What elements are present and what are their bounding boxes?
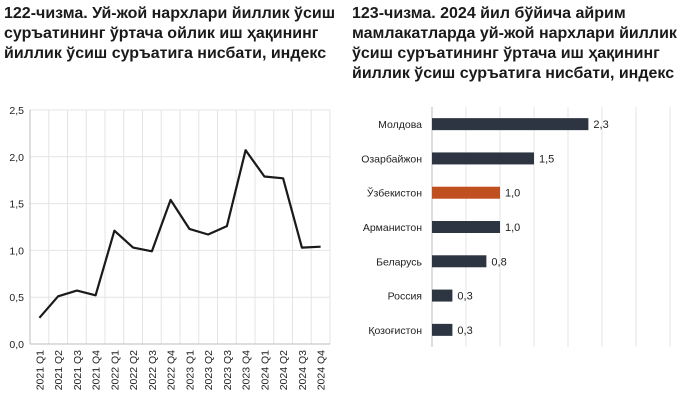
bar xyxy=(432,118,589,131)
data-label: 1,0 xyxy=(505,222,520,234)
x-tick-label: 2022 Q3 xyxy=(147,350,159,390)
category-label: Арманистон xyxy=(363,222,422,234)
x-tick-label: 2022 Q4 xyxy=(166,350,178,390)
x-tick-label: 2024 Q1 xyxy=(259,350,271,390)
y-tick-label: 1,5 xyxy=(9,199,24,211)
data-label: 0,3 xyxy=(457,291,472,303)
bar xyxy=(432,186,500,199)
x-tick-label: 2024 Q2 xyxy=(278,350,290,390)
y-tick-label: 0,5 xyxy=(9,292,24,304)
x-tick-label: 2023 Q3 xyxy=(222,350,234,390)
category-label: Молдова xyxy=(378,119,422,131)
x-tick-label: 2023 Q2 xyxy=(203,350,215,390)
x-tick-label: 2021 Q1 xyxy=(34,350,46,390)
x-tick-label: 2021 Q3 xyxy=(72,350,84,390)
data-label: 1,5 xyxy=(539,153,554,165)
x-tick-label: 2024 Q4 xyxy=(316,350,328,390)
x-tick-label: 2022 Q1 xyxy=(109,350,121,390)
y-tick-label: 1,0 xyxy=(9,245,24,257)
y-tick-label: 0,0 xyxy=(9,339,24,351)
bar xyxy=(432,289,453,302)
series-line xyxy=(38,149,321,319)
line-chart: 0,0 0,5 1,0 1,5 2,0 2,5 2021 Q1 2021 Q2 2021 Q3 2… xyxy=(9,105,331,390)
right-chart-title: 123-чизма. 2024 йил бўйича айрим мамлака… xyxy=(352,5,677,82)
data-label: 0,3 xyxy=(457,325,472,337)
x-tick-label: 2024 Q3 xyxy=(297,350,309,390)
bar xyxy=(432,255,487,268)
y-tick-label: 2,0 xyxy=(9,152,24,164)
bar xyxy=(432,323,453,336)
category-label: Россия xyxy=(388,291,422,303)
bar xyxy=(432,221,500,233)
data-label: 1,0 xyxy=(505,188,520,200)
x-tick-label: 2022 Q2 xyxy=(128,350,140,390)
data-label: 2,3 xyxy=(593,119,608,131)
category-label: Қозоғистон xyxy=(368,325,422,337)
x-tick-label: 2023 Q1 xyxy=(184,350,196,390)
x-tick-label: 2021 Q2 xyxy=(53,350,65,390)
x-tick-label: 2021 Q4 xyxy=(91,350,103,390)
data-label: 0,8 xyxy=(491,256,506,268)
category-label: Озарбайжон xyxy=(361,153,422,165)
x-tick-label: 2023 Q4 xyxy=(241,350,253,390)
bar xyxy=(432,152,534,165)
left-chart-title: 122-чизма. Уй-жой нархлари йиллик ўсиш с… xyxy=(4,5,336,62)
y-tick-label: 2,5 xyxy=(9,105,24,117)
category-label: Беларусь xyxy=(376,256,422,268)
category-label: Ўзбекистон xyxy=(367,187,422,200)
